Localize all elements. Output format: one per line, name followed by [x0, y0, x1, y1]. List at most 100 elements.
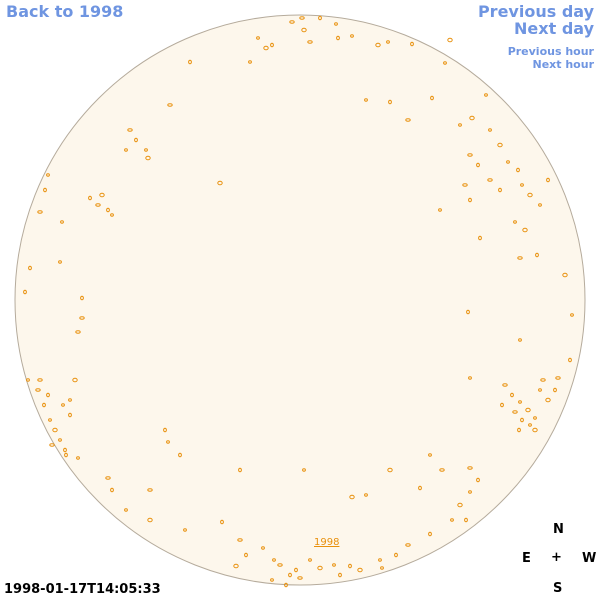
feature-mark: [272, 558, 276, 562]
feature-mark: [462, 183, 468, 187]
feature-mark: [63, 447, 67, 453]
feature-mark: [294, 567, 298, 573]
observation-timestamp: 1998-01-17T14:05:33: [4, 582, 161, 597]
feature-mark: [188, 59, 192, 65]
feature-mark: [49, 443, 55, 447]
feature-mark: [532, 427, 538, 433]
feature-mark: [405, 543, 411, 547]
feature-mark: [61, 403, 65, 407]
feature-mark: [105, 476, 111, 480]
feature-mark: [464, 517, 468, 523]
feature-mark: [418, 485, 422, 491]
feature-mark: [58, 260, 62, 264]
feature-mark: [484, 93, 488, 97]
feature-mark: [145, 155, 151, 161]
feature-mark: [468, 197, 472, 203]
feature-mark: [498, 187, 502, 193]
feature-mark: [217, 180, 223, 186]
feature-mark: [538, 203, 542, 207]
feature-mark: [263, 45, 269, 51]
previous-day-link[interactable]: Previous day: [477, 2, 594, 21]
feature-mark: [527, 192, 533, 198]
magnetic-regions-layer: [23, 15, 574, 588]
feature-mark: [42, 402, 46, 408]
feature-mark: [430, 95, 434, 101]
feature-mark: [517, 256, 523, 260]
feature-mark: [301, 27, 307, 33]
feature-mark: [48, 418, 52, 422]
feature-mark: [88, 195, 92, 201]
feature-mark: [248, 60, 252, 64]
feature-mark: [26, 378, 30, 382]
feature-mark: [244, 552, 248, 558]
feature-mark: [466, 309, 470, 315]
feature-mark: [284, 582, 288, 588]
feature-mark: [443, 61, 447, 65]
compass-west-label: W: [582, 551, 597, 566]
region-south-pole: [270, 558, 384, 588]
feature-mark: [299, 16, 305, 20]
feature-mark: [570, 313, 574, 317]
region-north-pole: [256, 15, 414, 48]
feature-mark: [535, 252, 539, 258]
feature-mark: [79, 316, 85, 320]
feature-mark: [308, 558, 312, 562]
feature-mark: [510, 392, 514, 398]
next-day-link[interactable]: Next day: [514, 19, 594, 38]
feature-mark: [80, 295, 84, 301]
feature-mark: [386, 40, 390, 44]
feature-mark: [183, 528, 187, 532]
solar-disk: [14, 14, 586, 586]
region-right-limb: [468, 376, 557, 433]
region-scattered: [23, 37, 574, 473]
feature-mark: [478, 235, 482, 241]
feature-mark: [334, 22, 338, 26]
back-to-year-link[interactable]: Back to 1998: [6, 2, 124, 21]
feature-mark: [545, 397, 551, 403]
feature-mark: [28, 265, 32, 271]
feature-mark: [428, 453, 432, 457]
feature-mark: [76, 456, 80, 460]
feature-mark: [288, 572, 292, 578]
feature-mark: [497, 142, 503, 148]
previous-hour-link[interactable]: Previous hour: [507, 45, 594, 58]
feature-mark: [394, 552, 398, 558]
region-left-limb: [35, 377, 80, 460]
feature-mark: [307, 40, 313, 44]
feature-mark: [37, 210, 43, 214]
feature-mark: [458, 123, 462, 127]
feature-mark: [364, 98, 368, 102]
feature-mark: [439, 468, 445, 472]
feature-mark: [467, 153, 473, 157]
feature-mark: [438, 208, 442, 212]
feature-mark: [60, 220, 64, 224]
feature-mark: [134, 137, 138, 143]
region-lower-left: [105, 427, 292, 578]
feature-mark: [46, 392, 50, 398]
feature-mark: [555, 376, 561, 380]
feature-mark: [178, 452, 182, 458]
next-hour-link[interactable]: Next hour: [532, 58, 595, 71]
feature-mark: [553, 387, 557, 393]
feature-mark: [237, 538, 243, 542]
feature-mark: [163, 427, 167, 433]
feature-mark: [487, 178, 493, 182]
feature-mark: [43, 187, 47, 193]
feature-mark: [350, 34, 354, 38]
feature-mark: [375, 42, 381, 48]
feature-mark: [58, 438, 62, 442]
feature-mark: [167, 103, 173, 107]
compass-east-label: E: [522, 551, 531, 566]
feature-mark: [467, 466, 473, 470]
feature-mark: [468, 376, 472, 380]
feature-mark: [233, 563, 239, 569]
feature-mark: [289, 20, 295, 24]
feature-mark: [540, 378, 546, 382]
year-link[interactable]: 1998: [314, 537, 340, 548]
feature-mark: [516, 167, 520, 173]
feature-mark: [99, 192, 105, 198]
feature-mark: [46, 173, 50, 177]
region-upper-left: [28, 128, 151, 271]
feature-mark: [476, 162, 480, 168]
